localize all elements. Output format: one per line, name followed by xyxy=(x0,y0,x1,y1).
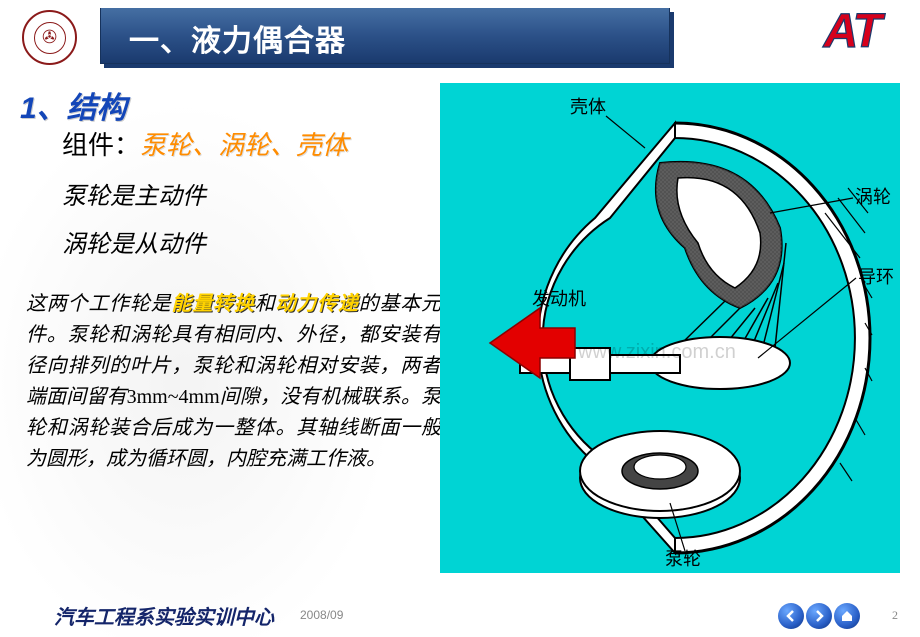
slide-footer: 汽车工程系实验实训中心 2008/09 2 xyxy=(0,601,920,629)
turbine-blade xyxy=(656,162,782,308)
diagram-panel: 壳体 涡轮 导环 发动机 泵轮 www.zixin.com.cn xyxy=(440,83,900,573)
label-turbine: 涡轮 xyxy=(855,187,891,207)
components-label: 组件： xyxy=(62,131,140,160)
next-button[interactable] xyxy=(806,603,832,629)
arrow-left-icon xyxy=(784,609,798,623)
driver-line: 泵轮是主动件 xyxy=(62,179,430,215)
institution-logo: ✇ xyxy=(22,10,77,65)
label-guide: 导环 xyxy=(858,267,894,287)
nav-buttons xyxy=(778,603,860,629)
home-button[interactable] xyxy=(834,603,860,629)
watermark-text: www.zixin.com.cn xyxy=(577,341,736,363)
label-engine: 发动机 xyxy=(532,289,586,309)
at-badge-text: AT xyxy=(824,4,880,59)
footer-date: 2008/09 xyxy=(300,608,343,622)
pump-wheel xyxy=(580,431,740,518)
description-paragraph: 这两个工作轮是能量转换和动力传递的基本元件。泵轮和涡轮具有相同内、外径，都安装有… xyxy=(26,289,441,475)
coupler-diagram: 壳体 涡轮 导环 发动机 泵轮 www.zixin.com.cn xyxy=(440,83,900,573)
prev-button[interactable] xyxy=(778,603,804,629)
home-icon xyxy=(840,609,854,623)
section-heading: 1、结构 xyxy=(20,83,430,127)
slide-header: ✇ 一、液力偶合器 AT xyxy=(0,0,920,75)
logo-glyph: ✇ xyxy=(34,22,66,54)
driven-line: 涡轮是从动件 xyxy=(62,227,430,263)
text-panel: 1、结构 组件：泵轮、涡轮、壳体 泵轮是主动件 涡轮是从动件 这两个工作轮是能量… xyxy=(30,83,430,573)
arrow-right-icon xyxy=(812,609,826,623)
label-shell: 壳体 xyxy=(570,97,606,117)
slide-title: 一、液力偶合器 xyxy=(100,8,670,64)
page-number: 2 xyxy=(892,608,898,623)
footer-department: 汽车工程系实验实训中心 xyxy=(54,601,274,630)
components-value: 泵轮、涡轮、壳体 xyxy=(140,131,348,160)
components-line: 组件：泵轮、涡轮、壳体 xyxy=(62,125,430,167)
label-pump: 泵轮 xyxy=(665,549,701,569)
slide-content: 1、结构 组件：泵轮、涡轮、壳体 泵轮是主动件 涡轮是从动件 这两个工作轮是能量… xyxy=(0,75,920,573)
at-badge: AT xyxy=(824,4,880,59)
